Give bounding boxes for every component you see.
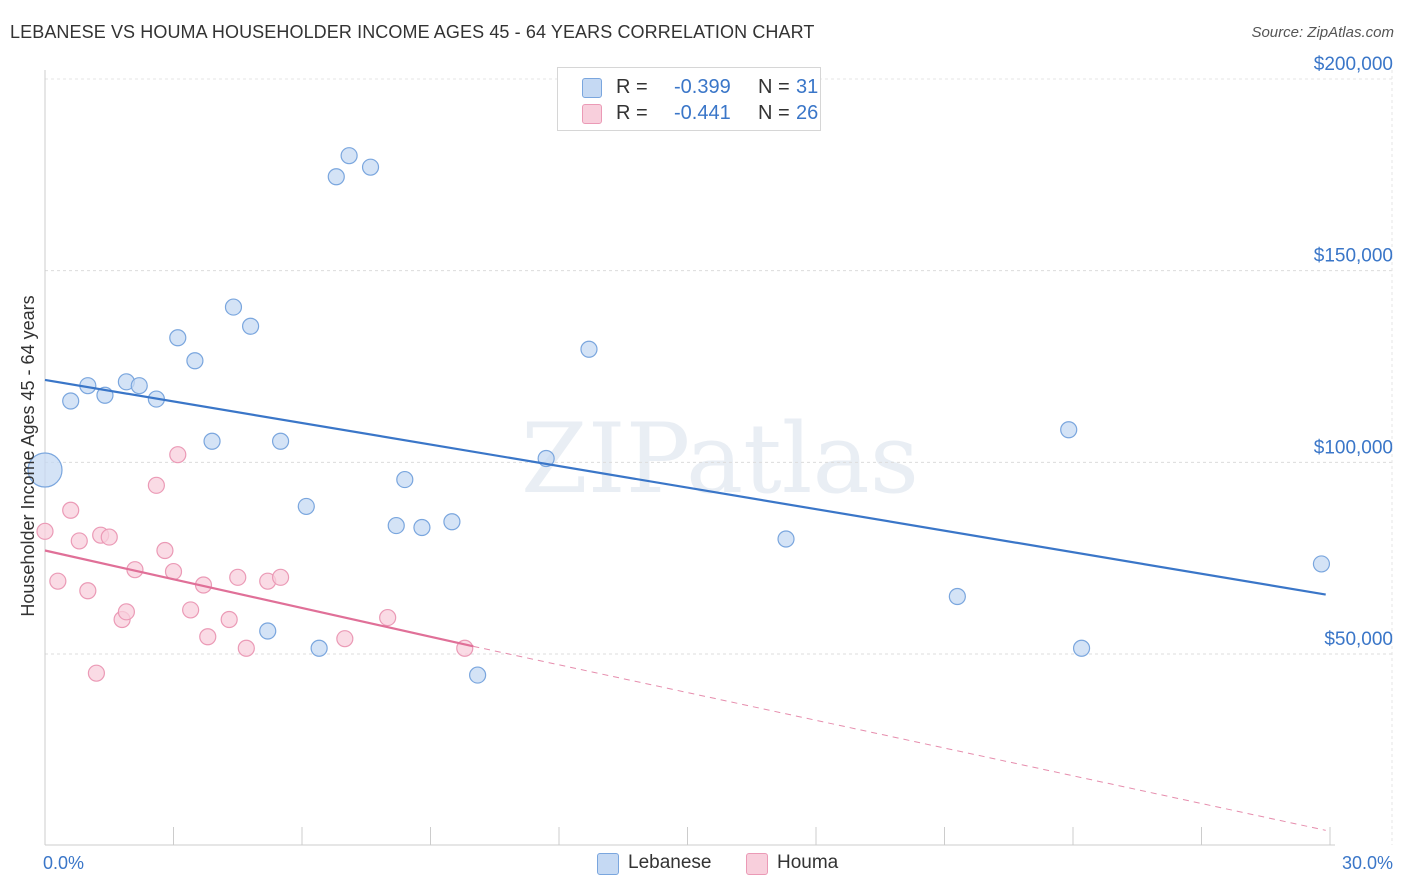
legend-n-value: 26 bbox=[796, 102, 819, 124]
legend-n-label: N = bbox=[758, 102, 790, 124]
x-tick-labels: 0.0% 30.0% bbox=[43, 853, 1393, 873]
point-lebanese-1 bbox=[62, 392, 80, 410]
watermark: ZIPatlas bbox=[521, 403, 919, 515]
y-tick-label-0: $50,000 bbox=[1324, 629, 1393, 650]
legend-r-value: -0.399 bbox=[674, 76, 731, 98]
bottom-legend-label-lebanese: Lebanese bbox=[628, 852, 712, 873]
point-houma-9 bbox=[117, 603, 135, 621]
point-lebanese-13 bbox=[271, 432, 290, 450]
legend-swatch-lebanese bbox=[582, 78, 602, 98]
point-lebanese-7 bbox=[169, 329, 187, 347]
point-lebanese-20 bbox=[396, 470, 414, 489]
point-houma-5 bbox=[87, 664, 106, 682]
point-houma-11 bbox=[147, 476, 165, 494]
point-houma-22 bbox=[271, 568, 290, 586]
correlation-legend: R = -0.399 N = 31 R = -0.441 N = 26 bbox=[557, 67, 821, 131]
point-lebanese-14 bbox=[297, 497, 315, 516]
point-houma-14 bbox=[169, 446, 187, 464]
point-houma-19 bbox=[229, 568, 247, 586]
legend-r-label: R = bbox=[616, 76, 648, 98]
regression-houma bbox=[44, 549, 474, 648]
point-lebanese-21 bbox=[413, 518, 431, 537]
legend-r-value: -0.441 bbox=[674, 102, 731, 124]
point-lebanese-11 bbox=[242, 317, 260, 335]
legend-r-label: R = bbox=[616, 102, 648, 124]
y-tick-label-2: $150,000 bbox=[1314, 246, 1393, 267]
point-houma-3 bbox=[70, 532, 88, 550]
bottom-legend-swatch-houma bbox=[746, 853, 768, 875]
series-lebanese bbox=[27, 147, 1331, 684]
point-lebanese-27 bbox=[948, 587, 966, 606]
y-tick-label-3: $200,000 bbox=[1314, 54, 1393, 75]
point-lebanese-10 bbox=[224, 298, 243, 316]
point-houma-0 bbox=[36, 522, 54, 540]
point-houma-2 bbox=[62, 501, 80, 519]
point-lebanese-30 bbox=[1312, 555, 1331, 573]
point-lebanese-16 bbox=[327, 168, 345, 186]
regression-lebanese bbox=[44, 378, 1326, 596]
point-lebanese-9 bbox=[203, 432, 221, 450]
point-lebanese-0 bbox=[27, 452, 63, 488]
y-tick-label-1: $100,000 bbox=[1314, 437, 1393, 458]
chart-source: Source: ZipAtlas.com bbox=[1251, 24, 1394, 41]
point-lebanese-29 bbox=[1072, 639, 1091, 657]
y-tick-labels: $50,000 $100,000 $150,000 $200,000 bbox=[1314, 54, 1393, 650]
point-houma-15 bbox=[182, 601, 200, 619]
point-houma-20 bbox=[237, 639, 255, 657]
bottom-legend-swatch-lebanese bbox=[597, 853, 619, 875]
point-lebanese-26 bbox=[777, 530, 795, 548]
point-houma-17 bbox=[199, 628, 217, 646]
point-lebanese-23 bbox=[469, 666, 487, 684]
point-lebanese-12 bbox=[259, 622, 277, 640]
y-axis-label: Householder Income Ages 45 - 64 years bbox=[18, 295, 38, 616]
point-houma-18 bbox=[220, 610, 238, 629]
point-lebanese-28 bbox=[1060, 421, 1078, 439]
legend-n-label: N = bbox=[758, 76, 790, 98]
x-tick-label-min: 0.0% bbox=[43, 853, 84, 873]
point-houma-1 bbox=[49, 572, 67, 590]
point-lebanese-8 bbox=[186, 352, 204, 370]
point-lebanese-18 bbox=[361, 158, 380, 176]
series-houma bbox=[36, 446, 474, 682]
point-houma-24 bbox=[379, 608, 397, 627]
point-lebanese-22 bbox=[443, 513, 461, 531]
chart-title: LEBANESE VS HOUMA HOUSEHOLDER INCOME AGE… bbox=[10, 22, 815, 42]
bottom-legend-label-houma: Houma bbox=[777, 852, 839, 873]
point-lebanese-15 bbox=[310, 639, 328, 657]
x-ticks bbox=[173, 827, 1331, 845]
point-houma-12 bbox=[156, 541, 174, 560]
legend-swatch-houma bbox=[582, 104, 602, 124]
point-lebanese-25 bbox=[580, 340, 598, 358]
regression-lines bbox=[44, 378, 1326, 831]
point-houma-7 bbox=[100, 528, 118, 546]
point-houma-23 bbox=[336, 630, 354, 648]
point-lebanese-19 bbox=[387, 516, 405, 535]
point-lebanese-17 bbox=[340, 147, 358, 165]
point-lebanese-5 bbox=[130, 377, 148, 395]
regression-extension-houma bbox=[473, 645, 1326, 831]
point-houma-4 bbox=[79, 582, 97, 600]
legend-n-value: 31 bbox=[796, 76, 819, 98]
x-tick-label-max: 30.0% bbox=[1342, 853, 1393, 873]
